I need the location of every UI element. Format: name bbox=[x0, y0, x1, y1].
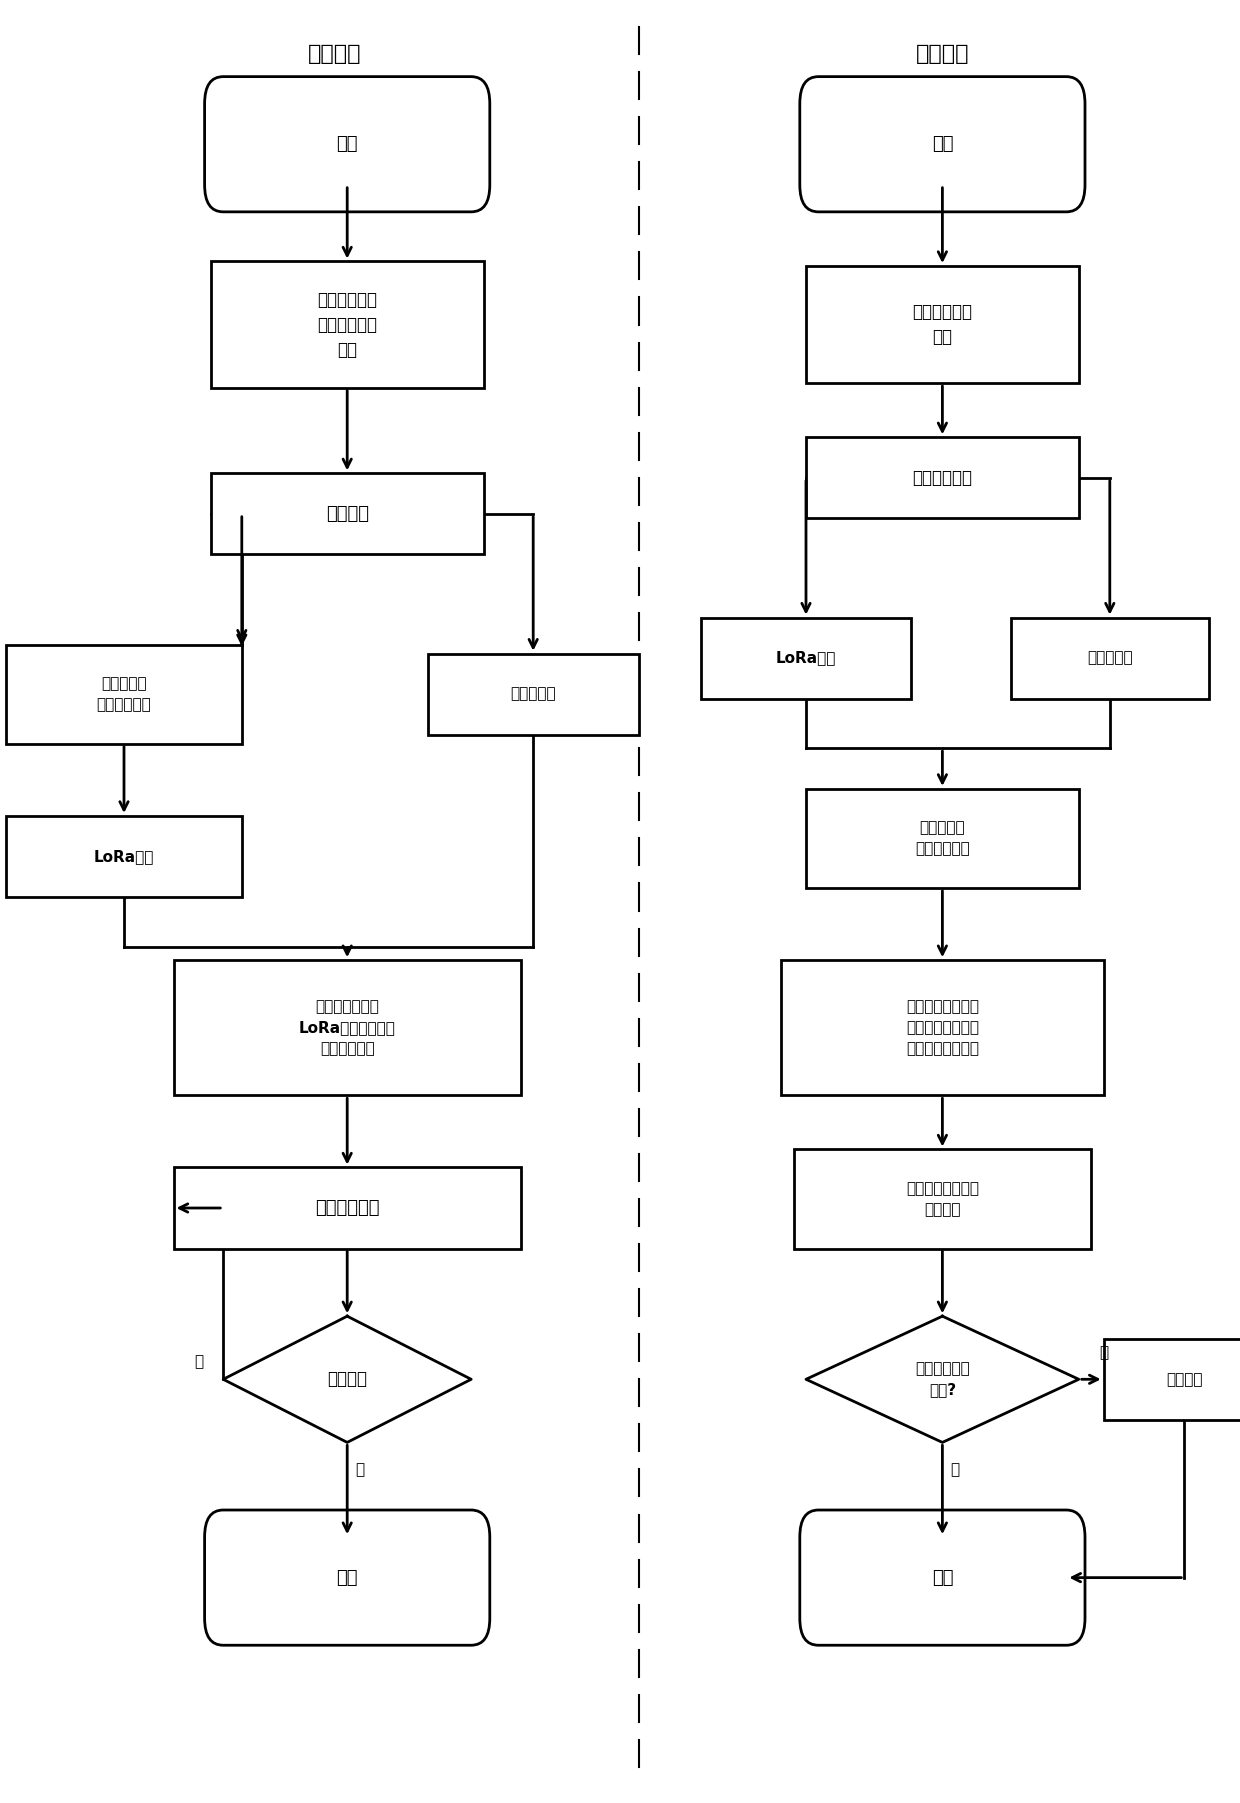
Text: 开始: 开始 bbox=[336, 135, 358, 153]
Bar bbox=[174, 1168, 521, 1248]
Text: 采集数据上传: 采集数据上传 bbox=[913, 469, 972, 487]
Text: 电表数据采集
完成: 电表数据采集 完成 bbox=[913, 303, 972, 346]
FancyBboxPatch shape bbox=[800, 78, 1085, 213]
Text: 采集数据是否
完整?: 采集数据是否 完整? bbox=[915, 1361, 970, 1397]
Bar bbox=[1104, 1338, 1240, 1421]
FancyBboxPatch shape bbox=[205, 1511, 490, 1644]
FancyBboxPatch shape bbox=[800, 1511, 1085, 1644]
Polygon shape bbox=[806, 1316, 1079, 1442]
Bar bbox=[806, 438, 1079, 519]
Polygon shape bbox=[223, 1316, 471, 1442]
Bar bbox=[806, 788, 1079, 887]
Bar bbox=[428, 654, 639, 736]
Bar bbox=[806, 265, 1079, 384]
Bar bbox=[794, 1150, 1091, 1248]
Text: 任务下发: 任务下发 bbox=[326, 505, 368, 523]
Text: 开始: 开始 bbox=[931, 135, 954, 153]
Bar bbox=[701, 617, 911, 700]
Text: 采集数据完成经过
终端相应处理后传
输至上行计量平台: 采集数据完成经过 终端相应处理后传 输至上行计量平台 bbox=[906, 999, 978, 1057]
Text: 数据上传: 数据上传 bbox=[915, 43, 970, 65]
FancyBboxPatch shape bbox=[205, 78, 490, 213]
Bar bbox=[781, 959, 1104, 1096]
Text: 载波集中器: 载波集中器 bbox=[1087, 651, 1132, 665]
Text: 是否成功: 是否成功 bbox=[327, 1370, 367, 1388]
Text: 采集任务下行至
LoRa载波双模内置
模块或采集器: 采集任务下行至 LoRa载波双模内置 模块或采集器 bbox=[299, 999, 396, 1057]
Bar bbox=[211, 472, 484, 555]
Text: 重新采集: 重新采集 bbox=[1166, 1372, 1203, 1387]
Text: LoRa基站: LoRa基站 bbox=[776, 651, 836, 665]
Text: 通信管理机
（抄表平台）: 通信管理机 （抄表平台） bbox=[915, 820, 970, 856]
Text: 结束: 结束 bbox=[336, 1569, 358, 1587]
Text: 任务下发: 任务下发 bbox=[308, 43, 362, 65]
Text: LoRa基站: LoRa基站 bbox=[94, 849, 154, 864]
Text: 载波集中器: 载波集中器 bbox=[511, 687, 556, 701]
Text: 否: 否 bbox=[193, 1354, 203, 1368]
Text: 通信管理机
（抄表平台）: 通信管理机 （抄表平台） bbox=[97, 676, 151, 712]
Text: 上行计量平台接收
采集数据: 上行计量平台接收 采集数据 bbox=[906, 1181, 978, 1217]
Bar bbox=[6, 815, 242, 896]
Bar bbox=[174, 959, 521, 1096]
Text: 是: 是 bbox=[355, 1462, 365, 1477]
Bar bbox=[1011, 617, 1209, 700]
Text: 是: 是 bbox=[950, 1462, 960, 1477]
Bar bbox=[6, 645, 242, 745]
Text: 否: 否 bbox=[1099, 1345, 1109, 1359]
Text: 上行计量平台
配置采集任务
模板: 上行计量平台 配置采集任务 模板 bbox=[317, 290, 377, 359]
Text: 结束: 结束 bbox=[931, 1569, 954, 1587]
Bar bbox=[211, 261, 484, 388]
Text: 采集任务执行: 采集任务执行 bbox=[315, 1199, 379, 1217]
